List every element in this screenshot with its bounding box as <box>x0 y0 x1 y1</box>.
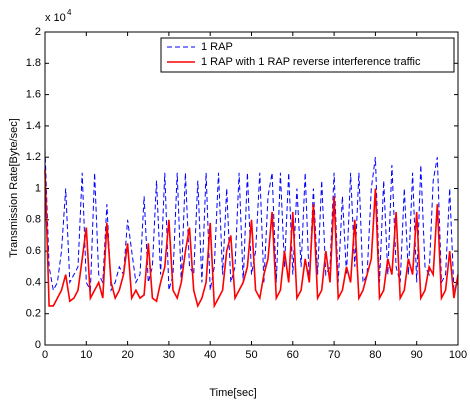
x-tick-label: 20 <box>121 349 133 361</box>
x-tick-label: 50 <box>245 349 257 361</box>
y-tick-label: 1.2 <box>26 151 41 163</box>
legend-label: 1 RAP <box>201 41 233 53</box>
x-tick-label: 80 <box>369 349 381 361</box>
y-tick-label: 1.6 <box>26 89 41 101</box>
x-tick-label: 40 <box>204 349 216 361</box>
x-tick-label: 90 <box>411 349 423 361</box>
y-tick-label: 1.8 <box>26 57 41 69</box>
series-line <box>44 169 459 309</box>
y-tick-label: 0 <box>35 339 41 351</box>
legend-box <box>160 37 455 73</box>
x-tick-label: 10 <box>80 349 92 361</box>
x-tick-label: 60 <box>287 349 299 361</box>
y-tick-label: 0.6 <box>26 245 41 257</box>
y-scale-base: x 10 <box>45 12 66 24</box>
legend-label: 1 RAP with 1 RAP reverse interference tr… <box>201 56 421 68</box>
y-tick-label: 0.2 <box>26 308 41 320</box>
y-tick-label: 0.4 <box>26 276 41 288</box>
y-tick-label: 1.4 <box>26 120 41 132</box>
y-tick-label: 2 <box>35 26 41 38</box>
x-tick-label: 0 <box>42 349 48 361</box>
x-axis-label: Time[sec] <box>209 387 256 399</box>
x-tick-label: 100 <box>449 349 467 361</box>
series-line <box>44 149 459 293</box>
y-axis-label: Transmission Rate[Byte/sec] <box>8 118 20 258</box>
y-tick-label: 1 <box>35 182 41 194</box>
y-scale-exponent: 4 <box>67 8 72 17</box>
axes-box <box>44 31 459 346</box>
plot-area <box>45 32 458 345</box>
x-tick-label: 30 <box>163 349 175 361</box>
y-tick-label: 0.8 <box>26 214 41 226</box>
x-tick-label: 70 <box>328 349 340 361</box>
